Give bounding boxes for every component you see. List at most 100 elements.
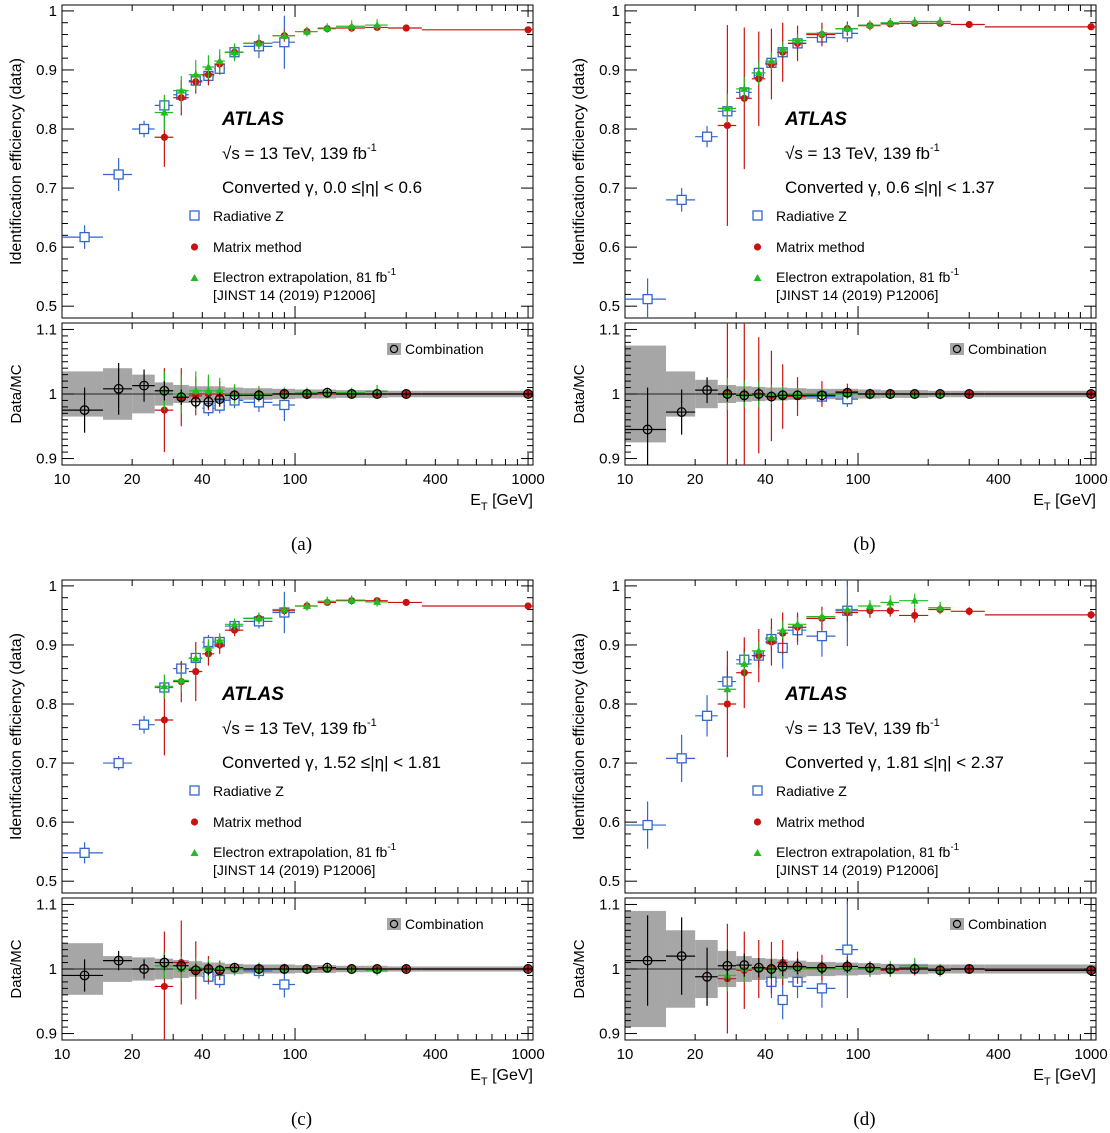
comb-point xyxy=(777,961,788,972)
comb-point xyxy=(792,961,803,972)
ratio-series-comb xyxy=(62,950,534,992)
x-axis-label-sub: T xyxy=(1044,501,1051,513)
ratio-y-tick-label: 0.9 xyxy=(36,451,57,468)
ee-point xyxy=(215,636,224,644)
legend-comb-band xyxy=(387,343,401,355)
x-tick-label: 100 xyxy=(283,1046,308,1063)
y-tick-label: 0.7 xyxy=(599,180,620,197)
comb-point xyxy=(79,405,90,416)
legend-radz-marker xyxy=(189,785,200,796)
x-tick-label: 1000 xyxy=(511,471,544,488)
energy-label-text: √s = 13 TeV, 139 fb xyxy=(222,719,367,738)
comb-point xyxy=(935,965,946,976)
experiment-label: ATLAS xyxy=(221,109,284,130)
x-axis-label: ET [GeV] xyxy=(1033,1067,1096,1088)
comb-point xyxy=(753,389,764,399)
experiment-label: ATLAS xyxy=(221,684,284,705)
mm-point xyxy=(723,700,731,708)
x-axis-label: ET [GeV] xyxy=(470,1067,533,1088)
legend-ee-sup: -1 xyxy=(387,842,396,853)
mm-point xyxy=(402,598,410,607)
comb-point xyxy=(885,389,896,399)
comb-point xyxy=(753,962,764,973)
comb-point xyxy=(322,387,333,398)
comb-point xyxy=(203,396,214,407)
legend-radz-label: Radiative Z xyxy=(213,208,284,224)
radz-point xyxy=(642,293,653,305)
ee-point xyxy=(778,626,787,634)
x-axis-label-main: E xyxy=(1033,1067,1044,1084)
top-plot-frame xyxy=(61,579,534,894)
ratio-y-tick-label: 0.9 xyxy=(599,1026,620,1043)
comb-point xyxy=(676,951,687,962)
ee-point xyxy=(843,24,852,32)
comb-point xyxy=(190,396,201,407)
y-tick-label: 0.9 xyxy=(36,62,57,79)
comb-point xyxy=(766,391,777,402)
series-ee xyxy=(154,19,388,131)
comb-point xyxy=(190,965,201,976)
radz-point xyxy=(701,131,713,142)
x-tick-label: 1000 xyxy=(511,1046,544,1063)
y-tick-label: 0.7 xyxy=(36,755,57,772)
ratio-y-tick-label: 1.1 xyxy=(599,896,620,913)
comb-point xyxy=(702,385,713,396)
comb-point xyxy=(113,955,124,966)
y-tick-label: 0.9 xyxy=(599,637,620,654)
comb-point xyxy=(159,385,170,396)
ee-point xyxy=(936,603,945,611)
ee-point xyxy=(191,386,200,394)
legend-radz-label: Radiative Z xyxy=(213,783,284,799)
x-axis-label-sub: T xyxy=(481,1076,488,1088)
radz-point xyxy=(777,994,788,1006)
ratio-y-axis-label: Data/MC xyxy=(8,364,25,423)
y-ticks xyxy=(62,585,533,894)
legend-mm-marker xyxy=(753,243,762,251)
x-tick-label: 1000 xyxy=(1074,471,1107,488)
comb-point xyxy=(1086,389,1097,399)
x-tick-label: 1000 xyxy=(1074,1046,1107,1063)
comb-point xyxy=(279,389,290,399)
ee-point xyxy=(215,386,224,394)
y-tick-label: 0.9 xyxy=(36,637,57,654)
ratio-series-comb xyxy=(625,377,1097,465)
ee-point xyxy=(373,387,382,395)
comb-point xyxy=(816,390,827,401)
ee-point xyxy=(204,643,213,651)
legend-ee-marker xyxy=(190,849,199,856)
series-ee xyxy=(154,595,388,699)
legend-comb-label: Combination xyxy=(405,341,484,357)
ee-point xyxy=(767,633,776,641)
ee-point xyxy=(865,21,874,29)
legend-ee-reference: [JINST 14 (2019) P12006] xyxy=(776,287,938,303)
y-ticks xyxy=(625,10,1096,319)
y-tick-label: 0.8 xyxy=(599,696,620,713)
comb-point xyxy=(865,962,875,973)
comb-point xyxy=(79,970,90,981)
ee-point xyxy=(936,17,945,25)
energy-label-sup: -1 xyxy=(367,142,377,154)
legend-radz-label: Radiative Z xyxy=(776,208,847,224)
legend-radz-marker xyxy=(752,210,763,221)
y-tick-label: 0.9 xyxy=(599,62,620,79)
ee-point xyxy=(215,57,224,65)
ee-point xyxy=(767,57,776,65)
x-tick-label: 100 xyxy=(283,471,308,488)
legend: Radiative Z Matrix method Electron extrapo… xyxy=(752,783,1047,932)
comb-point xyxy=(702,971,713,982)
panel-caption: (d) xyxy=(853,1109,875,1130)
x-tick-label: 40 xyxy=(757,471,774,488)
ratio-y-tick-label: 1 xyxy=(49,386,57,403)
y-axis-label: Identification efficiency (data) xyxy=(571,633,588,840)
ee-point xyxy=(754,646,763,654)
ee-point xyxy=(254,614,263,622)
y-tick-label: 0.6 xyxy=(36,239,57,256)
ee-point xyxy=(347,22,356,30)
legend-comb-marker xyxy=(952,344,962,354)
legend: Radiative Z Matrix method Electron extrapo… xyxy=(752,208,1047,357)
y-ticks xyxy=(62,10,533,319)
x-tick-label: 40 xyxy=(194,471,211,488)
energy-label-text: √s = 13 TeV, 139 fb xyxy=(785,719,930,738)
radz-point xyxy=(138,719,150,730)
radz-point xyxy=(816,630,828,642)
